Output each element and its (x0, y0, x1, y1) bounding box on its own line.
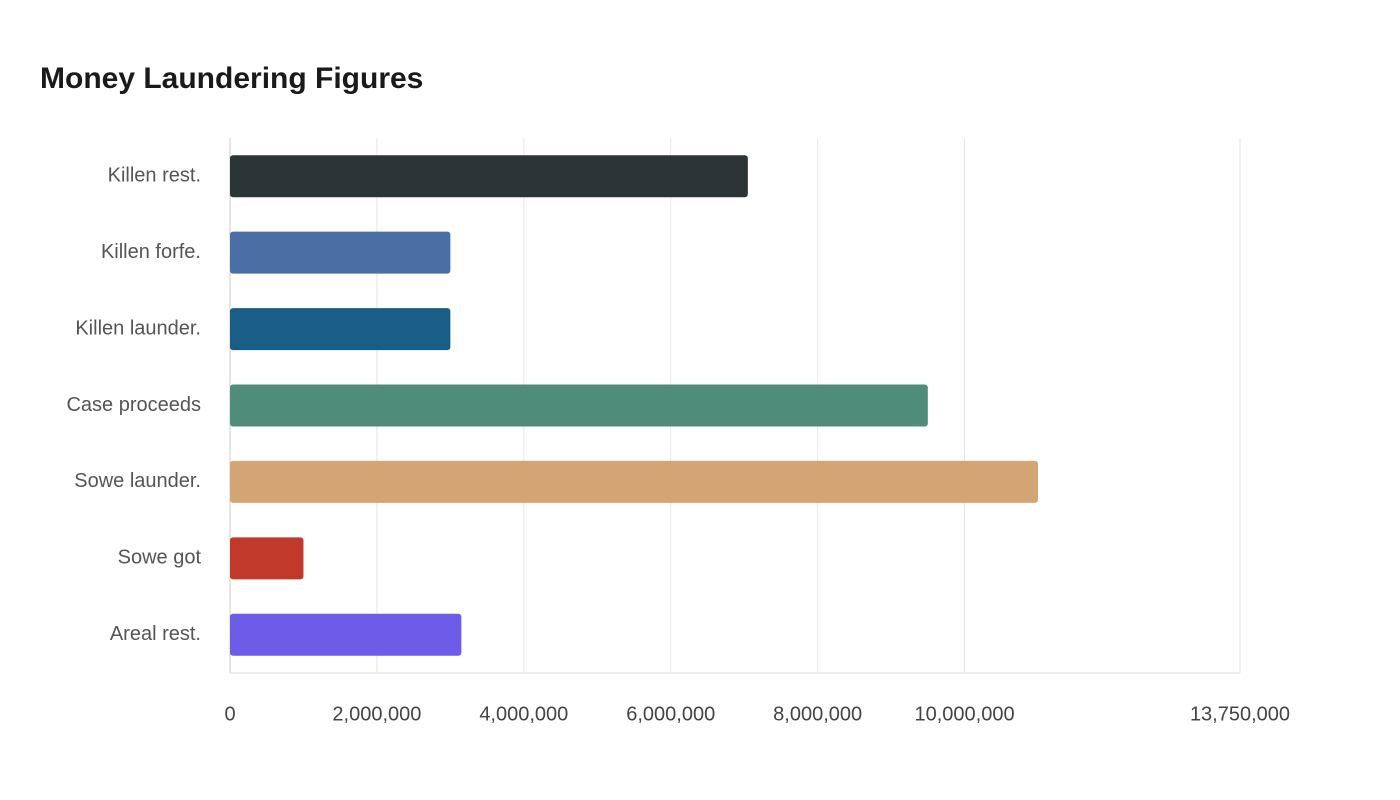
y-tick-label: Killen launder. (75, 317, 201, 339)
x-tick-label: 2,000,000 (332, 703, 421, 725)
bar (230, 231, 451, 274)
bar (230, 613, 462, 656)
x-tick-label: 4,000,000 (479, 703, 568, 725)
x-tick-label: 8,000,000 (773, 703, 862, 725)
y-tick-label: Areal rest. (110, 623, 201, 645)
chart-title: Money Laundering Figures (40, 62, 423, 95)
x-tick-label: 13,750,000 (1190, 703, 1290, 725)
y-tick-label: Sowe got (118, 547, 202, 569)
x-tick-label: 10,000,000 (914, 703, 1014, 725)
x-tick-label: 6,000,000 (626, 703, 715, 725)
bar (230, 537, 304, 580)
bar (230, 155, 748, 198)
bar (230, 384, 928, 427)
x-tick-label: 0 (224, 703, 235, 725)
bar (230, 308, 451, 351)
y-tick-label: Case proceeds (66, 394, 201, 416)
y-tick-label: Killen rest. (108, 164, 201, 186)
y-tick-label: Sowe launder. (74, 470, 201, 492)
y-tick-label: Killen forfe. (101, 241, 201, 263)
bar (230, 460, 1038, 503)
